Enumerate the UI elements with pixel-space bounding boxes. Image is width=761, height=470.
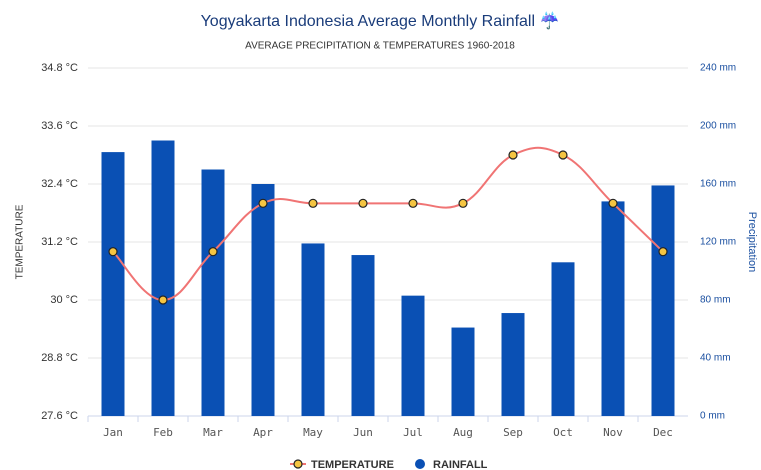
y2-tick-label: 240 mm — [700, 63, 736, 74]
x-tick-label: Feb — [153, 426, 173, 439]
bar — [151, 140, 175, 416]
x-tick-label: Jul — [403, 426, 423, 439]
marker — [158, 295, 168, 305]
bar — [551, 262, 575, 416]
bar — [101, 152, 125, 416]
marker — [358, 198, 368, 208]
x-tick-label: Mar — [203, 426, 223, 439]
x-tick-label: Oct — [553, 426, 573, 439]
x-tick-label: Apr — [253, 426, 273, 439]
bar — [251, 184, 275, 416]
chart-subtitle: AVERAGE PRECIPITATION & TEMPERATURES 196… — [245, 41, 515, 52]
bar — [401, 295, 425, 416]
y2-axis-label: Precipitation — [746, 212, 758, 273]
y2-tick-label: 40 mm — [700, 353, 731, 364]
y-tick-label: 33.6 °C — [41, 120, 78, 132]
y2-tick-label: 80 mm — [700, 295, 731, 306]
x-tick-label: Nov — [603, 426, 623, 439]
x-tick-label: Aug — [453, 426, 473, 439]
marker — [408, 198, 418, 208]
bar — [301, 243, 325, 416]
legend-label: TEMPERATURE — [311, 459, 394, 470]
bar — [451, 327, 475, 416]
y-tick-label: 30 °C — [50, 294, 78, 306]
marker — [308, 198, 318, 208]
y2-tick-label: 160 mm — [700, 179, 736, 190]
bar — [651, 185, 675, 416]
bar — [601, 201, 625, 416]
chart-title: Yogyakarta Indonesia Average Monthly Rai… — [201, 11, 560, 30]
y2-tick-label: 0 mm — [700, 411, 725, 422]
marker — [508, 150, 518, 160]
y-tick-label: 31.2 °C — [41, 236, 78, 248]
bar — [351, 255, 375, 416]
marker — [458, 198, 468, 208]
y-tick-label: 34.8 °C — [41, 62, 78, 74]
x-tick-label: Jun — [353, 426, 373, 439]
x-tick-label: May — [303, 426, 323, 439]
y2-tick-label: 200 mm — [700, 121, 736, 132]
y-tick-label: 32.4 °C — [41, 178, 78, 190]
y2-tick-label: 120 mm — [700, 237, 736, 248]
y-tick-label: 27.6 °C — [41, 410, 78, 422]
legend-marker — [415, 459, 425, 469]
marker — [258, 198, 268, 208]
x-tick-label: Jan — [103, 426, 123, 439]
line — [112, 146, 664, 302]
legend-marker — [293, 459, 303, 469]
marker — [208, 247, 218, 257]
x-tick-label: Dec — [653, 426, 673, 439]
x-tick-label: Sep — [503, 426, 523, 439]
marker — [658, 247, 668, 257]
y-axis-label: TEMPERATURE — [15, 204, 26, 279]
y-tick-label: 28.8 °C — [41, 352, 78, 364]
marker — [108, 247, 118, 257]
legend-label: RAINFALL — [433, 459, 488, 470]
marker — [558, 150, 568, 160]
bar — [501, 313, 525, 416]
marker — [608, 198, 618, 208]
bar — [201, 169, 225, 416]
